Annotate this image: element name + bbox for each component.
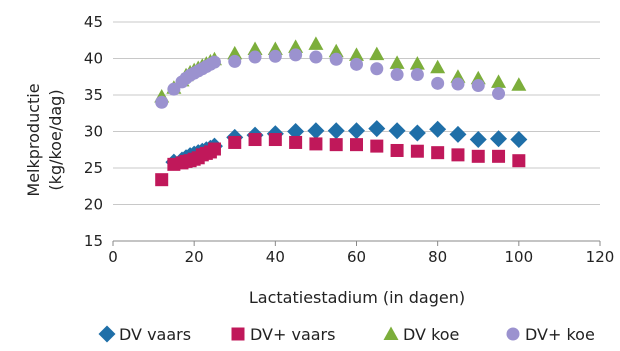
- data-point: [248, 50, 262, 64]
- data-point: [228, 135, 242, 149]
- data-point: [512, 154, 526, 168]
- data-point: [410, 144, 424, 158]
- data-point: [390, 143, 404, 157]
- data-point: [431, 146, 445, 160]
- data-point: [248, 133, 262, 147]
- data-point: [287, 123, 305, 140]
- x-tick-label: 100: [505, 248, 534, 266]
- data-point: [491, 74, 507, 88]
- data-point: [430, 59, 446, 74]
- data-point: [155, 173, 169, 187]
- data-point: [368, 120, 386, 138]
- data-point: [268, 49, 282, 63]
- y-axis-title-line-1: Melkproductie: [24, 83, 43, 196]
- legend-marker: [506, 327, 520, 341]
- data-point: [431, 76, 445, 90]
- data-point: [207, 142, 221, 156]
- data-point: [207, 55, 221, 69]
- data-point: [469, 131, 487, 149]
- data-point: [429, 120, 447, 138]
- data-point: [309, 50, 323, 64]
- data-point: [307, 122, 325, 140]
- data-point: [227, 45, 243, 60]
- data-point: [370, 62, 384, 76]
- legend-marker: [231, 327, 245, 341]
- data-point: [410, 68, 424, 82]
- data-point: [288, 39, 304, 53]
- y-tick-label: 40: [84, 50, 103, 68]
- data-point: [289, 135, 303, 149]
- data-point: [390, 68, 404, 82]
- data-point: [350, 57, 363, 71]
- legend: DV vaars DV+ vaars DV koe DV+ koe: [98, 325, 595, 344]
- data-point: [309, 137, 323, 151]
- x-axis-title: Lactatiestadium (in dagen): [249, 288, 465, 307]
- data-point: [155, 95, 169, 109]
- y-axis-title-line-2: (kg/koe/dag): [46, 89, 65, 190]
- data-point: [369, 46, 385, 61]
- data-point: [449, 125, 467, 143]
- x-tick-label: 40: [266, 248, 285, 266]
- data-point: [350, 138, 363, 152]
- data-point: [389, 55, 405, 69]
- legend-entry: DV+ koe: [506, 325, 595, 344]
- data-point: [511, 77, 527, 91]
- data-point: [289, 48, 303, 62]
- data-point: [388, 122, 406, 140]
- data-point: [308, 36, 324, 50]
- data-point: [228, 54, 242, 68]
- legend-label: DV koe: [403, 325, 459, 344]
- legend-marker: [383, 326, 399, 340]
- x-tick-label: 80: [428, 248, 447, 266]
- legend-marker: [98, 325, 116, 343]
- data-point: [471, 79, 485, 93]
- y-tick-label: 20: [84, 196, 103, 214]
- axes: 15 20 25 30 35 40 45 0 20 40 60 80 100 120: [84, 13, 614, 266]
- data-point: [451, 148, 465, 162]
- data-point: [409, 56, 425, 70]
- series-square: [155, 133, 526, 187]
- x-tick-label: 120: [586, 248, 615, 266]
- data-series: [154, 36, 528, 187]
- data-point: [471, 149, 485, 163]
- data-point: [510, 131, 528, 149]
- data-point: [492, 87, 506, 101]
- legend-entry: DV vaars: [98, 325, 191, 344]
- data-point: [490, 130, 508, 148]
- y-tick-label: 35: [84, 86, 103, 104]
- data-point: [327, 122, 345, 140]
- data-point: [451, 77, 465, 91]
- y-tick-label: 30: [84, 123, 103, 141]
- data-point: [247, 41, 263, 56]
- data-point: [348, 122, 365, 140]
- legend-label: DV vaars: [119, 325, 191, 344]
- x-tick-label: 60: [347, 248, 366, 266]
- legend-entry: DV koe: [383, 325, 459, 344]
- data-point: [370, 139, 384, 153]
- data-point: [268, 133, 282, 147]
- y-tick-label: 25: [84, 159, 103, 177]
- legend-label: DV+ koe: [525, 325, 595, 344]
- data-point: [492, 149, 506, 163]
- data-point: [349, 47, 364, 61]
- y-tick-label: 15: [84, 232, 103, 250]
- x-tick-label: 0: [108, 248, 118, 266]
- y-tick-label: 45: [84, 13, 103, 31]
- data-point: [329, 138, 343, 152]
- x-tick-label: 20: [185, 248, 204, 266]
- data-point: [329, 52, 343, 66]
- legend-label: DV+ vaars: [250, 325, 335, 344]
- data-point: [328, 43, 344, 58]
- series-circle: [155, 48, 506, 109]
- legend-entry: DV+ vaars: [231, 325, 335, 344]
- data-point: [408, 124, 426, 142]
